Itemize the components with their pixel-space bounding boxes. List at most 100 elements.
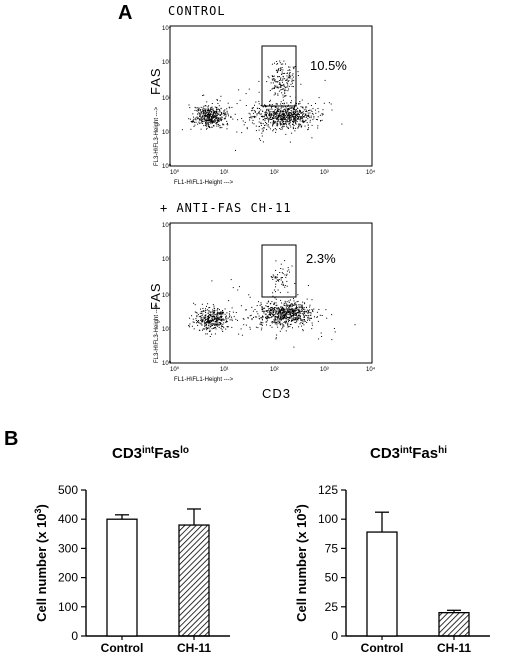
- flow-event-dot: [299, 312, 301, 314]
- flow-event-dot: [277, 326, 279, 328]
- flow-event-dot: [207, 123, 209, 125]
- flow-event-dot: [299, 318, 301, 320]
- flow-event-dot: [288, 85, 290, 87]
- flow-event-dot: [299, 118, 301, 120]
- flow-event-dot: [218, 109, 220, 110]
- flow-plot-2-events: [188, 260, 356, 348]
- flow-event-dot: [200, 308, 201, 310]
- flow-event-dot: [210, 324, 212, 326]
- flow-event-dot: [295, 313, 297, 315]
- flow-event-dot: [285, 313, 287, 315]
- flow-event-dot: [280, 279, 282, 281]
- flow-event-dot: [212, 111, 214, 113]
- flow-event-dot: [200, 111, 202, 113]
- flow-event-dot: [278, 312, 280, 314]
- flow-event-dot: [207, 317, 209, 319]
- flow-event-dot: [295, 114, 297, 116]
- flow-event-dot: [311, 124, 313, 126]
- flow-event-dot: [275, 81, 277, 83]
- flow-event-dot: [225, 328, 227, 330]
- flow-event-dot: [260, 109, 262, 111]
- flow-event-dot: [231, 318, 233, 320]
- flow-event-dot: [271, 321, 273, 323]
- flow-event-dot: [266, 324, 267, 326]
- flow-event-dot: [293, 314, 295, 316]
- flow-event-dot: [222, 326, 224, 328]
- flow-event-dot: [261, 310, 263, 312]
- flow-event-dot: [208, 331, 210, 332]
- flow-event-dot: [216, 318, 218, 320]
- flow-event-dot: [283, 116, 285, 118]
- flow-event-dot: [219, 100, 221, 102]
- flow-event-dot: [275, 310, 277, 312]
- flow-event-dot: [290, 308, 292, 310]
- flow-event-dot: [286, 116, 288, 118]
- x-tick-label: CH-11: [437, 641, 471, 655]
- flow-event-dot: [221, 313, 223, 315]
- flow-event-dot: [280, 263, 282, 265]
- flow-event-dot: [321, 336, 323, 337]
- flow-event-dot: [291, 78, 293, 80]
- flow-event-dot: [291, 82, 293, 84]
- flow-event-dot: [316, 316, 318, 318]
- flow-event-dot: [276, 308, 278, 310]
- flow-event-dot: [313, 308, 315, 310]
- flow-event-dot: [254, 111, 256, 113]
- flow-event-dot: [205, 122, 206, 124]
- flow-plot-2-y-tick: 10¹: [162, 327, 171, 333]
- flow-event-dot: [279, 112, 281, 114]
- flow-event-dot: [258, 121, 260, 123]
- flow-event-dot: [201, 113, 203, 115]
- flow-event-dot: [196, 315, 198, 317]
- flow-event-dot: [215, 121, 217, 123]
- flow-plot-2-gate-percent: 2.3%: [306, 251, 336, 266]
- flow-event-dot: [213, 312, 215, 313]
- flow-event-dot: [276, 313, 278, 315]
- flow-event-dot: [285, 115, 286, 117]
- flow-event-dot: [284, 109, 286, 111]
- flow-event-dot: [298, 103, 300, 105]
- flow-event-dot: [262, 129, 264, 131]
- flow-event-dot: [270, 317, 272, 319]
- flow-event-dot: [300, 310, 302, 312]
- flow-event-dot: [202, 310, 204, 312]
- flow-event-dot: [281, 306, 283, 308]
- flow-event-dot: [260, 303, 262, 305]
- flow-event-dot: [260, 122, 261, 124]
- flow-event-dot: [277, 119, 279, 121]
- flow-event-dot: [205, 321, 207, 323]
- flow-event-dot: [274, 79, 276, 81]
- flow-plot-1-gate-percent: 10.5%: [310, 58, 347, 73]
- flow-event-dot: [221, 113, 223, 115]
- flow-event-dot: [206, 118, 208, 120]
- flow-event-dot: [279, 121, 281, 123]
- flow-event-dot: [215, 123, 217, 125]
- flow-event-dot: [318, 111, 320, 113]
- flow-event-dot: [290, 305, 292, 307]
- flow-event-dot: [271, 63, 273, 65]
- flow-event-dot: [212, 325, 213, 326]
- flow-event-dot: [220, 311, 222, 313]
- flow-event-dot: [288, 118, 290, 120]
- flow-event-dot: [278, 280, 280, 282]
- flow-event-dot: [277, 76, 279, 78]
- flow-event-dot: [291, 80, 293, 82]
- flow-event-dot: [286, 311, 288, 313]
- flow-event-dot: [280, 85, 282, 87]
- flow-event-dot: [282, 81, 283, 83]
- flow-event-dot: [200, 106, 202, 108]
- flow-event-dot: [202, 328, 204, 330]
- flow-event-dot: [295, 115, 297, 117]
- flow-event-dot: [295, 303, 297, 305]
- flow-event-dot: [274, 112, 276, 114]
- flow-event-dot: [255, 101, 257, 103]
- flow-event-dot: [292, 120, 294, 122]
- flow-event-dot: [321, 113, 323, 115]
- flow-event-dot: [205, 316, 207, 318]
- flow-event-dot: [299, 315, 301, 317]
- flow-event-dot: [322, 109, 324, 111]
- flow-event-dot: [289, 305, 291, 306]
- flow-event-dot: [281, 328, 283, 330]
- flow-event-dot: [207, 116, 209, 118]
- flow-plot-1-x-tick: 10¹: [220, 170, 229, 176]
